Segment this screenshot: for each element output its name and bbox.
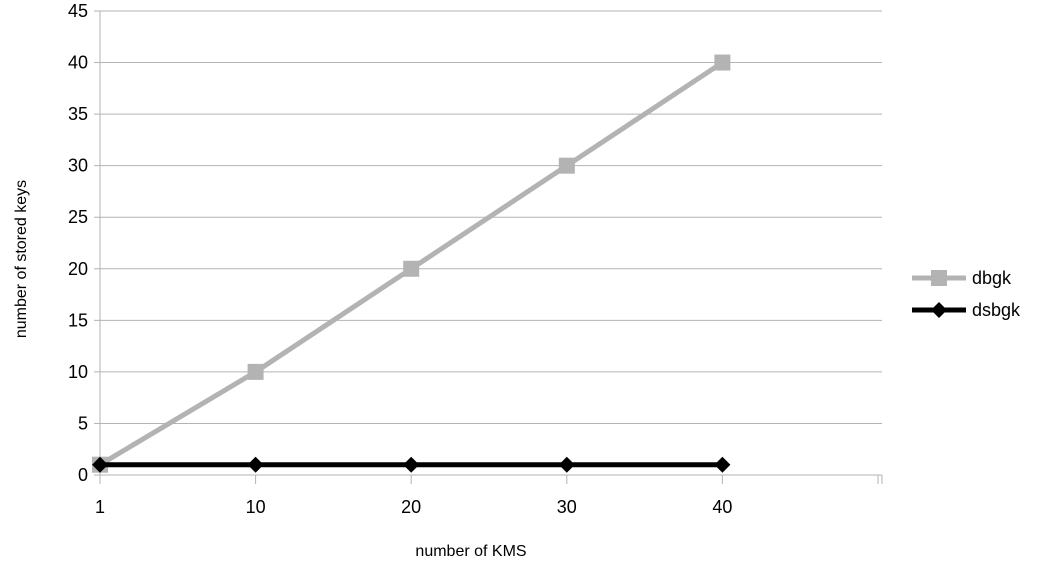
x-tick-label: 10 <box>246 497 266 517</box>
dsbgk-point <box>247 456 264 473</box>
dsbgk-point <box>92 456 108 473</box>
legend-item-dsbgk: dsbgk <box>912 300 1021 320</box>
dbgk-point <box>558 157 575 174</box>
legend-item-dbgk: dbgk <box>912 268 1012 288</box>
legend-label: dbgk <box>972 268 1012 288</box>
axes <box>94 10 883 484</box>
y-tick-label: 0 <box>78 465 88 485</box>
y-tick-label: 40 <box>68 53 88 73</box>
dbgk-point <box>247 363 264 380</box>
x-tick-label: 20 <box>401 497 421 517</box>
y-tick-label: 20 <box>68 259 88 279</box>
legend: dbgk dsbgk <box>912 268 1021 320</box>
dsbgk-point <box>714 456 731 473</box>
dsbgk-point <box>558 456 575 473</box>
y-axis-title: number of stored keys <box>13 180 30 338</box>
y-tick-label: 10 <box>68 362 88 382</box>
dbgk-point <box>714 54 731 71</box>
x-tick-label: 30 <box>557 497 577 517</box>
series-dbgk <box>92 54 731 473</box>
y-tick-labels: 0 5 10 15 20 25 30 35 40 45 <box>68 1 88 485</box>
legend-label: dsbgk <box>972 300 1021 320</box>
series-dsbgk <box>92 456 731 473</box>
dsbgk-point <box>403 456 420 473</box>
legend-swatch-marker <box>931 302 947 318</box>
series-group <box>92 54 731 473</box>
x-axis-title: number of KMS <box>415 543 526 560</box>
dbgk-point <box>403 260 420 277</box>
y-tick-label: 35 <box>68 104 88 124</box>
x-tick-label: 40 <box>712 497 732 517</box>
y-tick-label: 45 <box>68 1 88 21</box>
y-tick-label: 5 <box>78 413 88 433</box>
y-tick-label: 15 <box>68 310 88 330</box>
y-tick-label: 30 <box>68 156 88 176</box>
y-tick-label: 25 <box>68 207 88 227</box>
legend-swatch-marker <box>931 270 947 286</box>
x-tick-labels: 1 10 20 30 40 <box>95 497 732 517</box>
x-tick-label: 1 <box>95 497 105 517</box>
